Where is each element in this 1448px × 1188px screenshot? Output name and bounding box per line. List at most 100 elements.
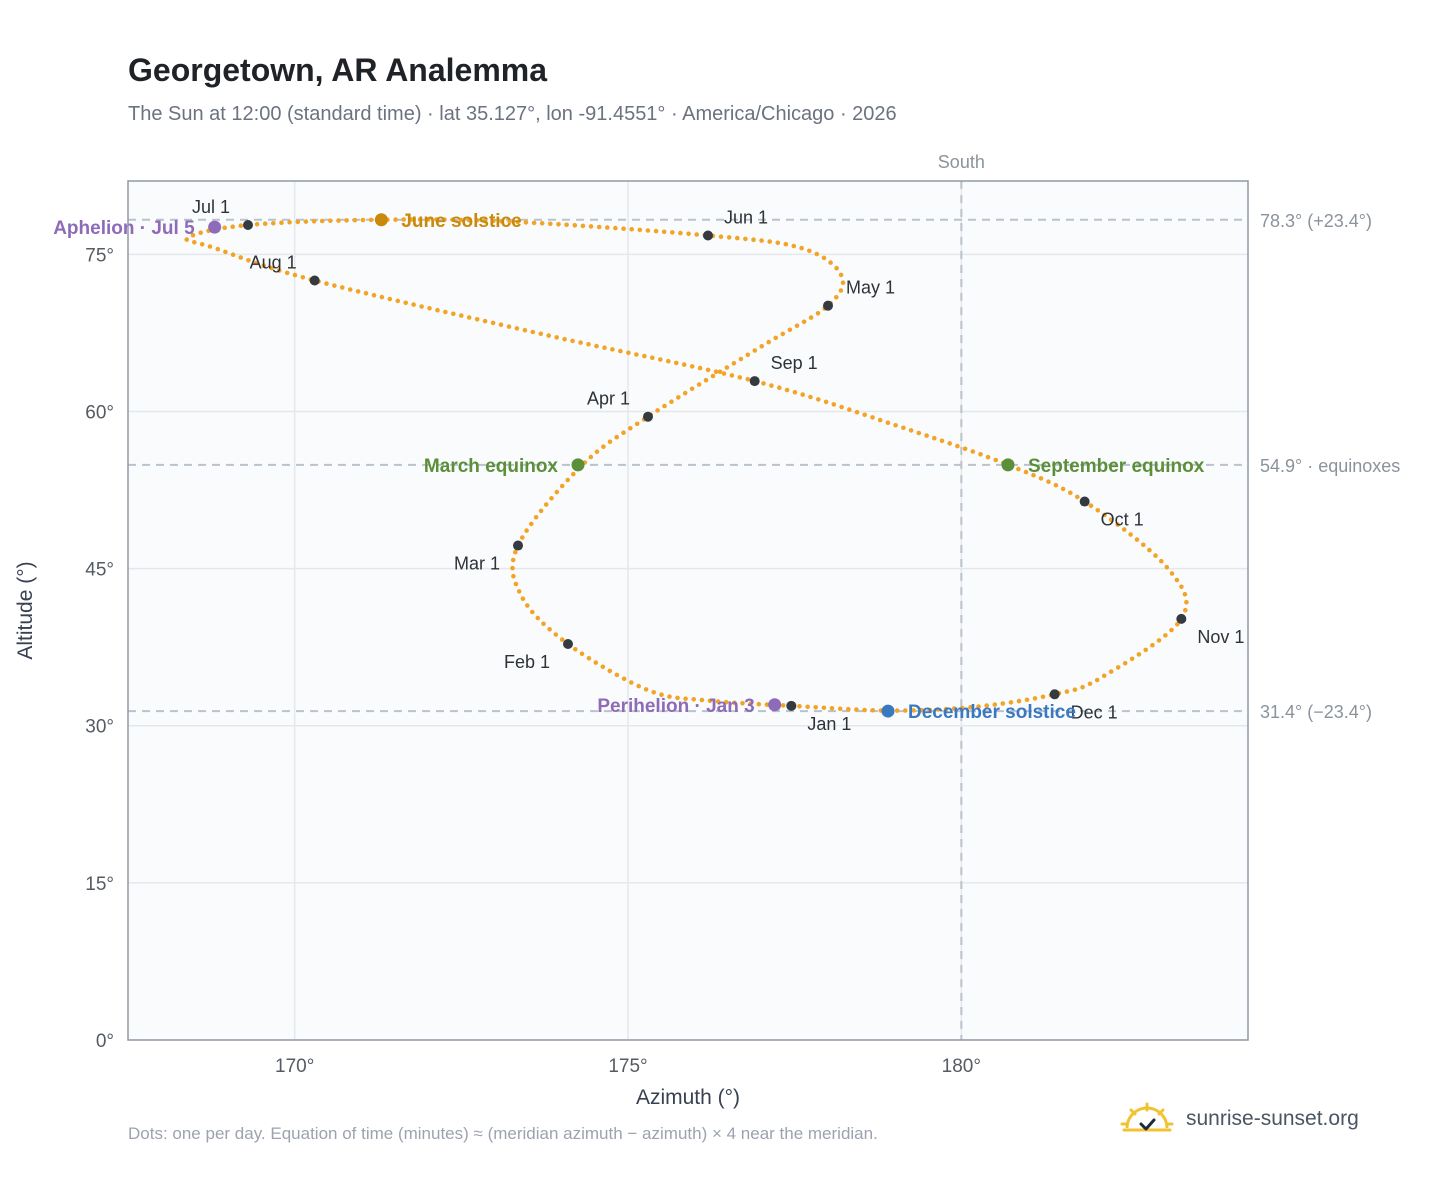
day-dot [689, 364, 695, 369]
day-dot [520, 596, 526, 601]
day-dot [594, 343, 599, 349]
day-dot [578, 340, 583, 345]
day-dot [515, 219, 521, 225]
day-dot [1068, 490, 1073, 496]
day-dot [667, 694, 672, 699]
day-dot [1153, 553, 1158, 558]
day-dot [834, 295, 839, 300]
month-marker [749, 376, 760, 387]
day-dot [935, 707, 941, 712]
day-dot [556, 222, 561, 227]
day-dot [347, 287, 353, 292]
day-dot [759, 238, 764, 243]
day-dot [466, 217, 472, 223]
day-dot [535, 615, 541, 621]
day-dot [1169, 627, 1174, 633]
day-dot [1016, 466, 1021, 472]
day-dot [752, 348, 758, 353]
day-dot [773, 335, 778, 341]
day-dot [854, 409, 860, 415]
day-dot [797, 704, 802, 709]
day-dot [681, 362, 687, 367]
day-dot [303, 219, 309, 224]
page-subtitle: The Sun at 12:00 (standard time) · lat 3… [128, 103, 897, 125]
day-dot [637, 227, 643, 233]
day-dot [279, 220, 284, 225]
axes: 170° 175° 180° 0° 15° 30° 45° 60° 75° Azimuth (°)… [14, 245, 981, 1109]
y-tick-label: 75° [85, 245, 114, 266]
day-dot [645, 228, 651, 233]
day-dot [1080, 684, 1085, 690]
day-dot [324, 281, 329, 286]
month-marker [643, 411, 653, 422]
day-dot [1115, 522, 1120, 527]
day-dot [1064, 689, 1070, 694]
day-dot [572, 223, 578, 228]
day-dot [207, 244, 213, 249]
day-dot [666, 358, 671, 364]
day-dot [401, 217, 407, 222]
day-dot [707, 698, 713, 704]
brand-name: sunrise-sunset.org [1186, 1107, 1359, 1130]
day-dot [877, 417, 883, 423]
day-dot [1032, 696, 1038, 701]
day-dot [992, 702, 998, 707]
day-dot [621, 676, 627, 682]
day-dot [764, 702, 770, 707]
day-dot [328, 218, 333, 224]
day-dot [246, 258, 251, 263]
day-dot [626, 350, 631, 356]
day-dot [696, 382, 702, 387]
day-dot [564, 222, 569, 228]
month-markers: Jan 1 Feb 1 Mar 1 Apr 1 May 1 Jun 1 Jul 1 Aug 1… [192, 197, 1244, 734]
day-dot [466, 315, 472, 320]
day-dot [607, 668, 613, 674]
day-dot [705, 367, 711, 373]
day-dot [839, 404, 844, 410]
day-dot [554, 335, 559, 340]
day-dot [634, 421, 640, 427]
day-dot [621, 430, 626, 436]
month-marker [563, 639, 573, 650]
month-marker-label: Feb 1 [504, 652, 550, 672]
footnote: Dots: one per day. Equation of time (min… [128, 1124, 878, 1143]
meridian-label: South [938, 152, 985, 172]
day-dot [580, 223, 586, 229]
day-dot [292, 272, 298, 278]
day-dot [614, 672, 620, 678]
event-label: December solstice [908, 702, 1076, 723]
day-dot [629, 227, 634, 232]
day-dot [1060, 486, 1066, 492]
event-label: September equinox [1028, 456, 1205, 477]
day-dot [451, 311, 456, 317]
day-dot [1147, 547, 1152, 553]
day-dot [514, 326, 520, 331]
day-dot [499, 219, 504, 224]
day-dot [538, 331, 544, 337]
month-marker-label: Jul 1 [192, 197, 230, 217]
day-dot [821, 255, 827, 261]
month-marker [1049, 689, 1060, 700]
day-dot [253, 260, 259, 266]
day-dot [724, 365, 730, 370]
day-dot [435, 307, 440, 313]
brand[interactable]: sunrise-sunset.org [1120, 1102, 1359, 1136]
day-dot [531, 220, 537, 226]
day-dot [1134, 537, 1140, 542]
day-dot [491, 218, 496, 224]
day-dot [870, 415, 875, 420]
day-dot [732, 700, 737, 706]
day-dot [721, 371, 727, 376]
day-dot [607, 439, 613, 445]
month-marker-label: Oct 1 [1101, 510, 1144, 530]
day-dot [417, 217, 423, 222]
day-dot [387, 296, 393, 302]
day-dot [675, 695, 680, 701]
day-dot [546, 333, 551, 338]
day-dot [784, 387, 790, 393]
day-dot [562, 336, 567, 342]
day-dot [614, 434, 619, 440]
day-dot [443, 309, 448, 315]
day-dot [490, 320, 496, 326]
